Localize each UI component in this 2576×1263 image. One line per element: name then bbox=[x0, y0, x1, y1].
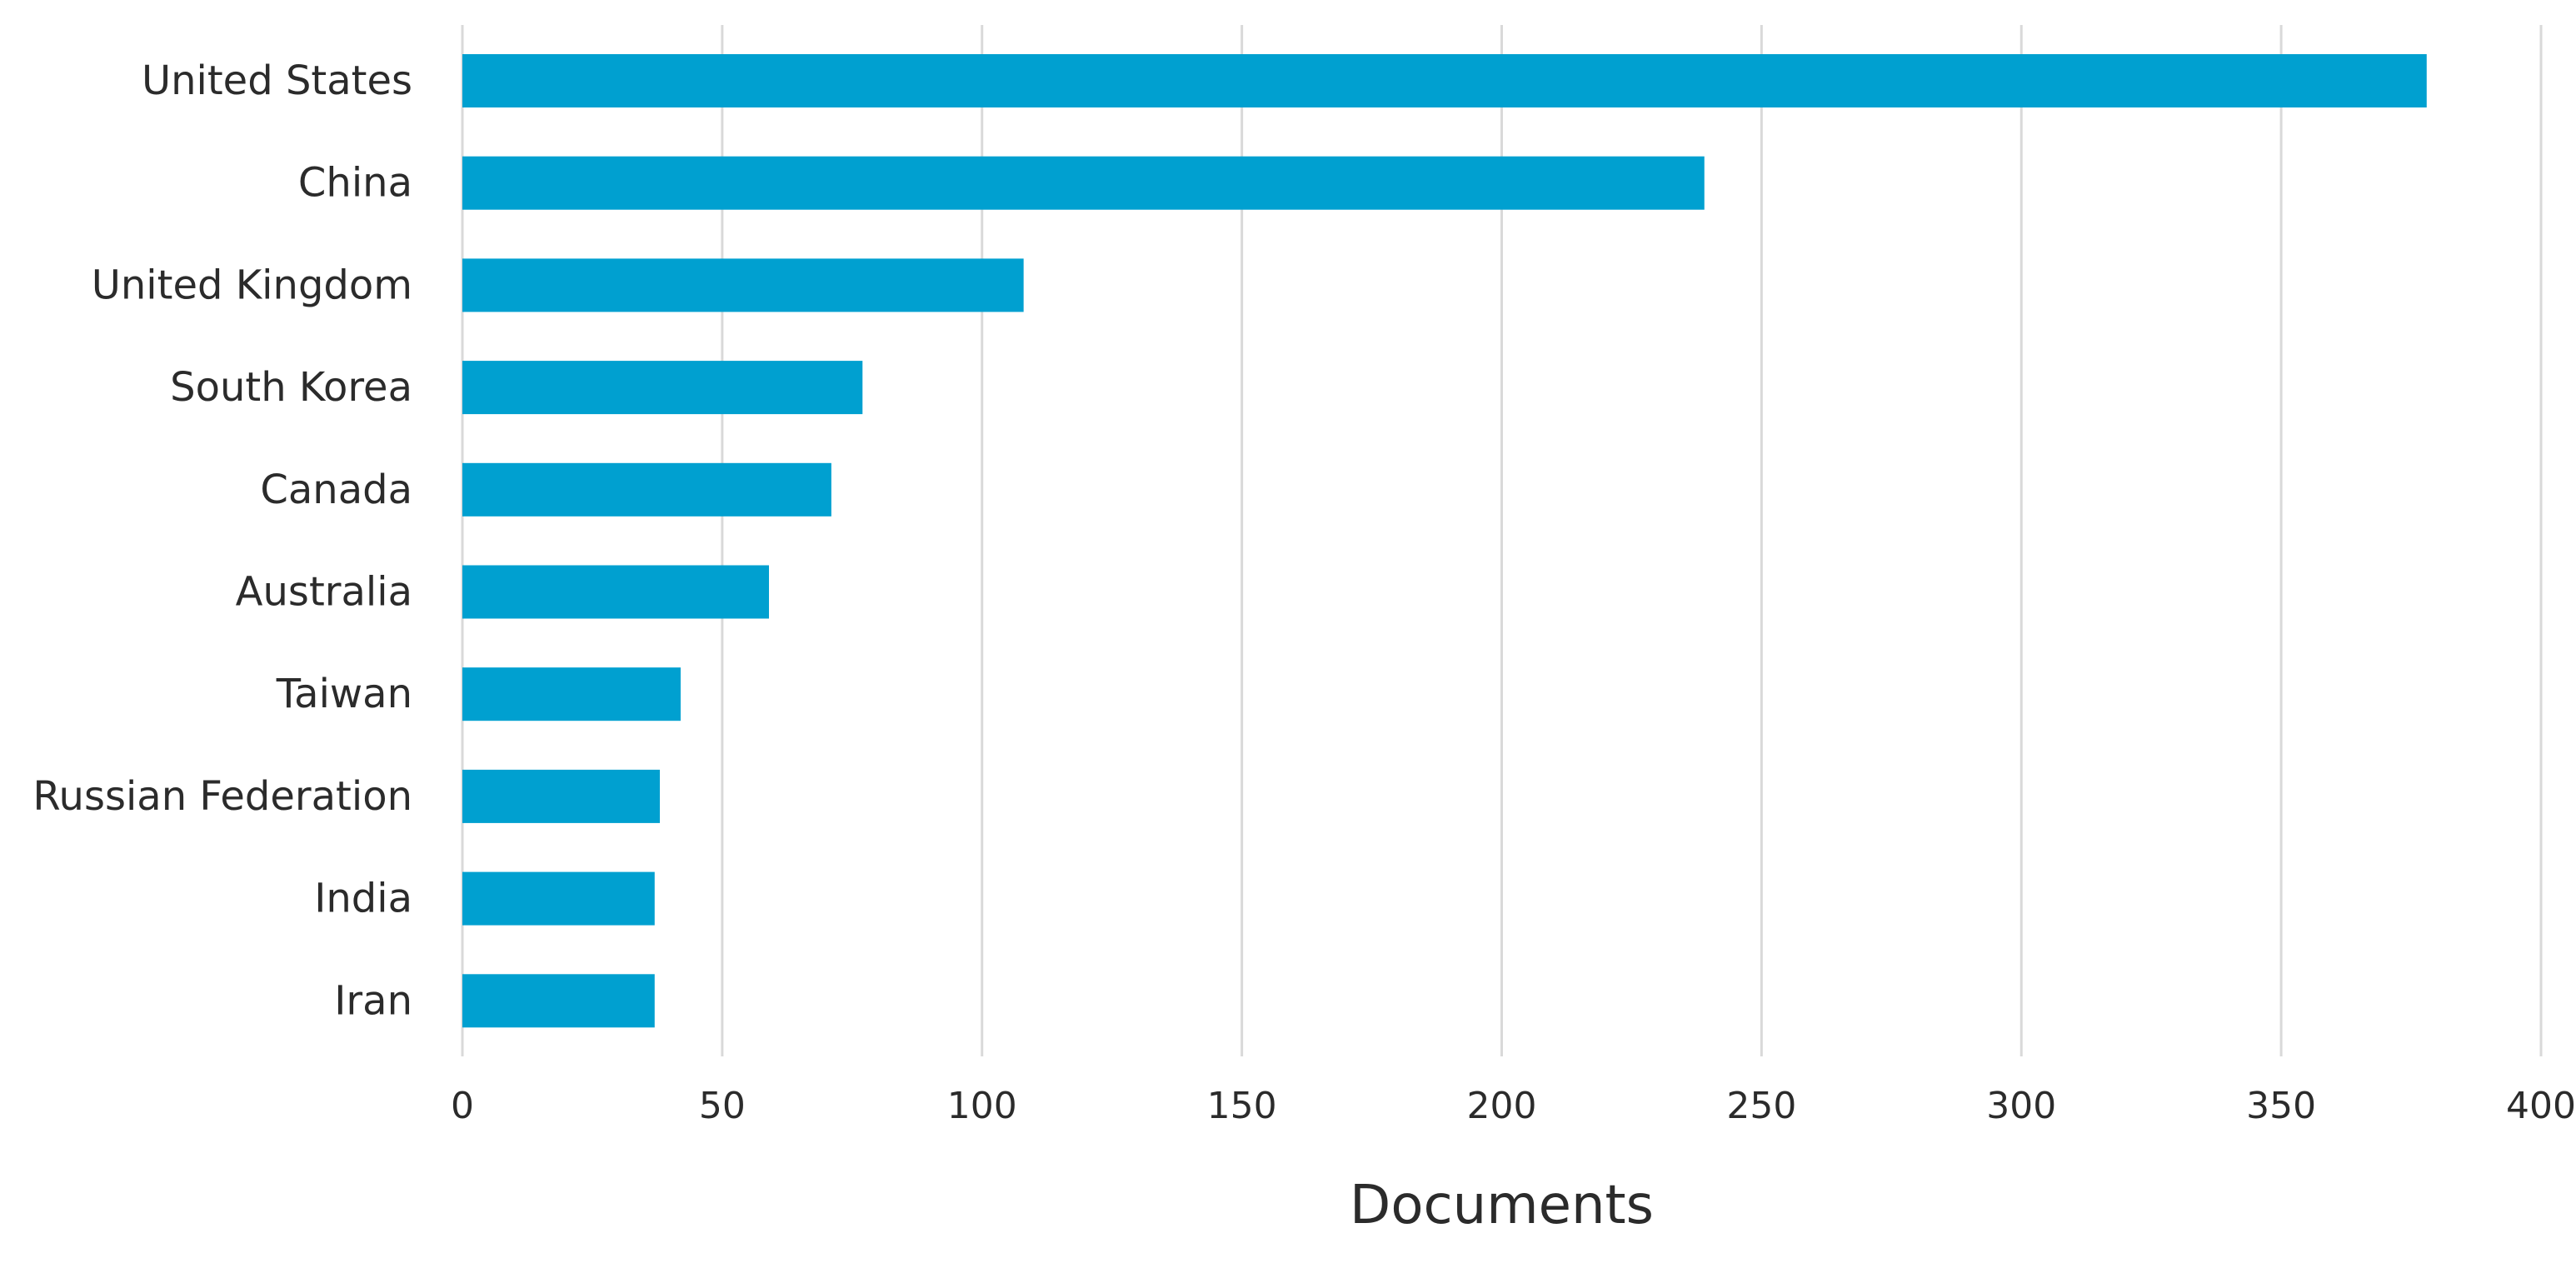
category-labels: United States China United Kingdom South Ko… bbox=[32, 57, 412, 1024]
x-tick-label: 400 bbox=[2506, 1085, 2576, 1127]
category-label: Russian Federation bbox=[32, 773, 412, 820]
category-label: Australia bbox=[236, 569, 412, 616]
bar-china bbox=[462, 156, 1705, 210]
x-tick-labels: 0 50 100 150 200 250 300 350 400 bbox=[451, 1085, 2576, 1127]
category-label: Taiwan bbox=[276, 671, 412, 717]
bar-india bbox=[462, 871, 655, 926]
category-label: Canada bbox=[260, 467, 412, 513]
x-tick-label: 0 bbox=[451, 1085, 474, 1127]
category-label: South Korea bbox=[170, 364, 412, 411]
bar-australia bbox=[462, 565, 770, 619]
x-tick-label: 300 bbox=[1986, 1085, 2056, 1127]
x-tick-label: 50 bbox=[699, 1085, 746, 1127]
bar-united-states bbox=[462, 54, 2427, 107]
category-label: India bbox=[314, 876, 412, 922]
category-label: Iran bbox=[334, 977, 412, 1024]
x-tick-label: 150 bbox=[1207, 1085, 1277, 1127]
bars bbox=[462, 54, 2427, 1028]
category-label: China bbox=[298, 160, 412, 207]
category-label: United States bbox=[142, 57, 412, 104]
bar-iran bbox=[462, 974, 655, 1028]
x-tick-label: 250 bbox=[1726, 1085, 1796, 1127]
bar-taiwan bbox=[462, 667, 681, 721]
x-axis-title: Documents bbox=[1350, 1175, 1654, 1236]
category-label: United Kingdom bbox=[92, 262, 412, 308]
bar-south-korea bbox=[462, 361, 863, 415]
x-tick-label: 350 bbox=[2246, 1085, 2316, 1127]
bar-canada bbox=[462, 462, 831, 517]
bar-russian-federation bbox=[462, 769, 661, 823]
bar-united-kingdom bbox=[462, 258, 1024, 312]
x-tick-label: 200 bbox=[1467, 1085, 1537, 1127]
x-tick-label: 100 bbox=[947, 1085, 1017, 1127]
